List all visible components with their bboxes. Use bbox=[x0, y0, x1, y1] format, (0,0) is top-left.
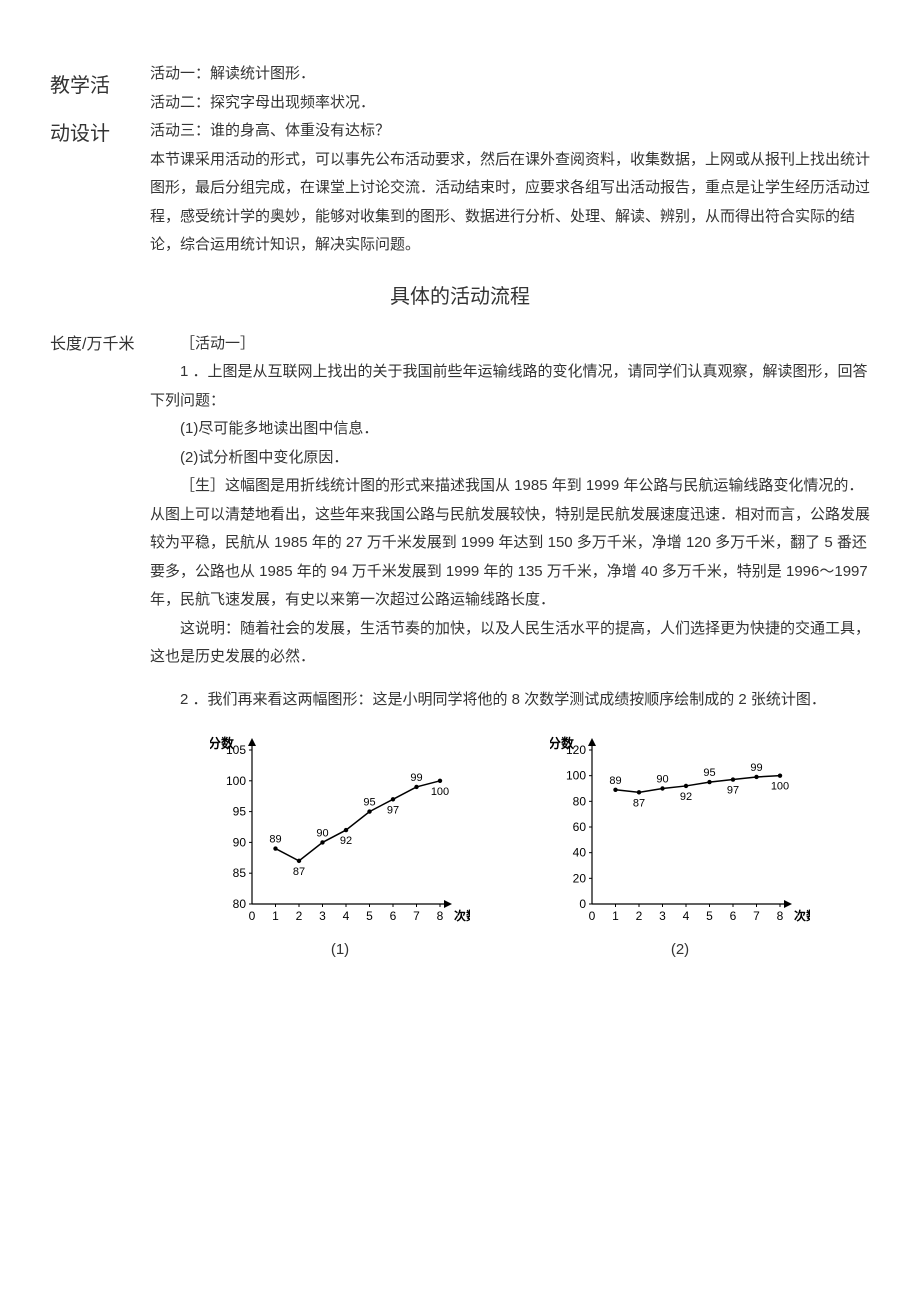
svg-text:60: 60 bbox=[573, 820, 587, 834]
svg-text:80: 80 bbox=[573, 794, 587, 808]
svg-text:次数: 次数 bbox=[794, 908, 810, 923]
svg-text:100: 100 bbox=[226, 774, 246, 788]
svg-text:85: 85 bbox=[233, 866, 247, 880]
question-2: (2)试分析图中变化原因． bbox=[150, 444, 870, 473]
svg-text:99: 99 bbox=[410, 772, 422, 784]
activity-content: ［活动一］ 1 ．上图是从互联网上找出的关于我国前些年运输线路的变化情况，请同学… bbox=[150, 330, 870, 715]
svg-text:0: 0 bbox=[249, 909, 256, 923]
design-content: 活动一：解读统计图形． 活动二：探究字母出现频率状况． 活动三：谁的身高、体重没… bbox=[150, 60, 870, 260]
svg-text:87: 87 bbox=[293, 866, 305, 878]
svg-text:3: 3 bbox=[659, 909, 666, 923]
svg-text:90: 90 bbox=[233, 835, 247, 849]
svg-text:分数: 分数 bbox=[550, 736, 575, 751]
activity-section: 长度/万千米 ［活动一］ 1 ．上图是从互联网上找出的关于我国前些年运输线路的变… bbox=[50, 330, 870, 715]
svg-text:92: 92 bbox=[680, 791, 692, 803]
svg-text:0: 0 bbox=[579, 897, 586, 911]
svg-text:7: 7 bbox=[413, 909, 420, 923]
svg-text:95: 95 bbox=[363, 797, 375, 809]
length-label: 长度/万千米 bbox=[50, 330, 150, 360]
svg-text:89: 89 bbox=[609, 775, 621, 787]
activity-2: 活动二：探究字母出现频率状况． bbox=[150, 89, 870, 118]
svg-text:6: 6 bbox=[390, 909, 397, 923]
svg-text:20: 20 bbox=[573, 871, 587, 885]
student-answer: ［生］这幅图是用折线统计图的形式来描述我国从 1985 年到 1999 年公路与… bbox=[150, 472, 870, 615]
svg-text:80: 80 bbox=[233, 897, 247, 911]
svg-text:分数: 分数 bbox=[210, 736, 235, 751]
svg-text:97: 97 bbox=[727, 785, 739, 797]
design-section: 教学活 动设计 活动一：解读统计图形． 活动二：探究字母出现频率状况． 活动三：… bbox=[50, 60, 870, 260]
problem-1-intro: 1 ．上图是从互联网上找出的关于我国前些年运输线路的变化情况，请同学们认真观察，… bbox=[150, 358, 870, 415]
svg-text:次数: 次数 bbox=[454, 908, 470, 923]
activity-3: 活动三：谁的身高、体重没有达标？ bbox=[150, 117, 870, 146]
svg-text:2: 2 bbox=[296, 909, 303, 923]
left-heading-line1: 教学活 bbox=[50, 62, 150, 110]
svg-text:3: 3 bbox=[319, 909, 326, 923]
explanation: 这说明：随着社会的发展，生活节奏的加快，以及人民生活水平的提高，人们选择更为快捷… bbox=[150, 615, 870, 672]
svg-text:1: 1 bbox=[612, 909, 619, 923]
svg-text:40: 40 bbox=[573, 846, 587, 860]
svg-text:5: 5 bbox=[366, 909, 373, 923]
svg-text:90: 90 bbox=[316, 827, 328, 839]
problem-2-intro: 2 ．我们再来看这两幅图形：这是小明同学将他的 8 次数学测试成绩按顺序绘制成的… bbox=[150, 686, 870, 715]
svg-text:90: 90 bbox=[656, 774, 668, 786]
question-1: (1)尽可能多地读出图中信息． bbox=[150, 415, 870, 444]
chart-2: 204060801001200012345678分数次数898790929597… bbox=[550, 732, 810, 932]
svg-text:4: 4 bbox=[343, 909, 350, 923]
svg-text:89: 89 bbox=[269, 834, 281, 846]
svg-text:6: 6 bbox=[730, 909, 737, 923]
activity-header: ［活动一］ bbox=[150, 330, 870, 359]
left-heading-line2: 动设计 bbox=[50, 110, 150, 158]
svg-text:1: 1 bbox=[272, 909, 279, 923]
svg-text:97: 97 bbox=[387, 804, 399, 816]
svg-text:99: 99 bbox=[750, 762, 762, 774]
design-description: 本节课采用活动的形式，可以事先公布活动要求，然后在课外查阅资料，收集数据，上网或… bbox=[150, 146, 870, 260]
svg-text:8: 8 bbox=[437, 909, 444, 923]
svg-text:7: 7 bbox=[753, 909, 760, 923]
activity-1: 活动一：解读统计图形． bbox=[150, 60, 870, 89]
svg-text:95: 95 bbox=[233, 805, 247, 819]
chart-1-caption: (1) bbox=[210, 936, 470, 965]
svg-text:100: 100 bbox=[771, 781, 789, 793]
svg-text:4: 4 bbox=[683, 909, 690, 923]
svg-text:0: 0 bbox=[589, 909, 596, 923]
flow-title: 具体的活动流程 bbox=[50, 278, 870, 316]
svg-text:95: 95 bbox=[703, 767, 715, 779]
chart-2-box: 204060801001200012345678分数次数898790929597… bbox=[550, 732, 810, 965]
svg-text:100: 100 bbox=[431, 786, 449, 798]
svg-text:100: 100 bbox=[566, 769, 586, 783]
svg-text:87: 87 bbox=[633, 797, 645, 809]
svg-text:2: 2 bbox=[636, 909, 643, 923]
chart-2-caption: (2) bbox=[550, 936, 810, 965]
svg-text:92: 92 bbox=[340, 835, 352, 847]
svg-text:8: 8 bbox=[777, 909, 784, 923]
left-heading: 教学活 动设计 bbox=[50, 60, 150, 158]
chart-1: 85909510010580012345678分数次数8987909295979… bbox=[210, 732, 470, 932]
chart-1-box: 85909510010580012345678分数次数8987909295979… bbox=[210, 732, 470, 965]
charts-container: 85909510010580012345678分数次数8987909295979… bbox=[150, 732, 870, 965]
svg-text:5: 5 bbox=[706, 909, 713, 923]
